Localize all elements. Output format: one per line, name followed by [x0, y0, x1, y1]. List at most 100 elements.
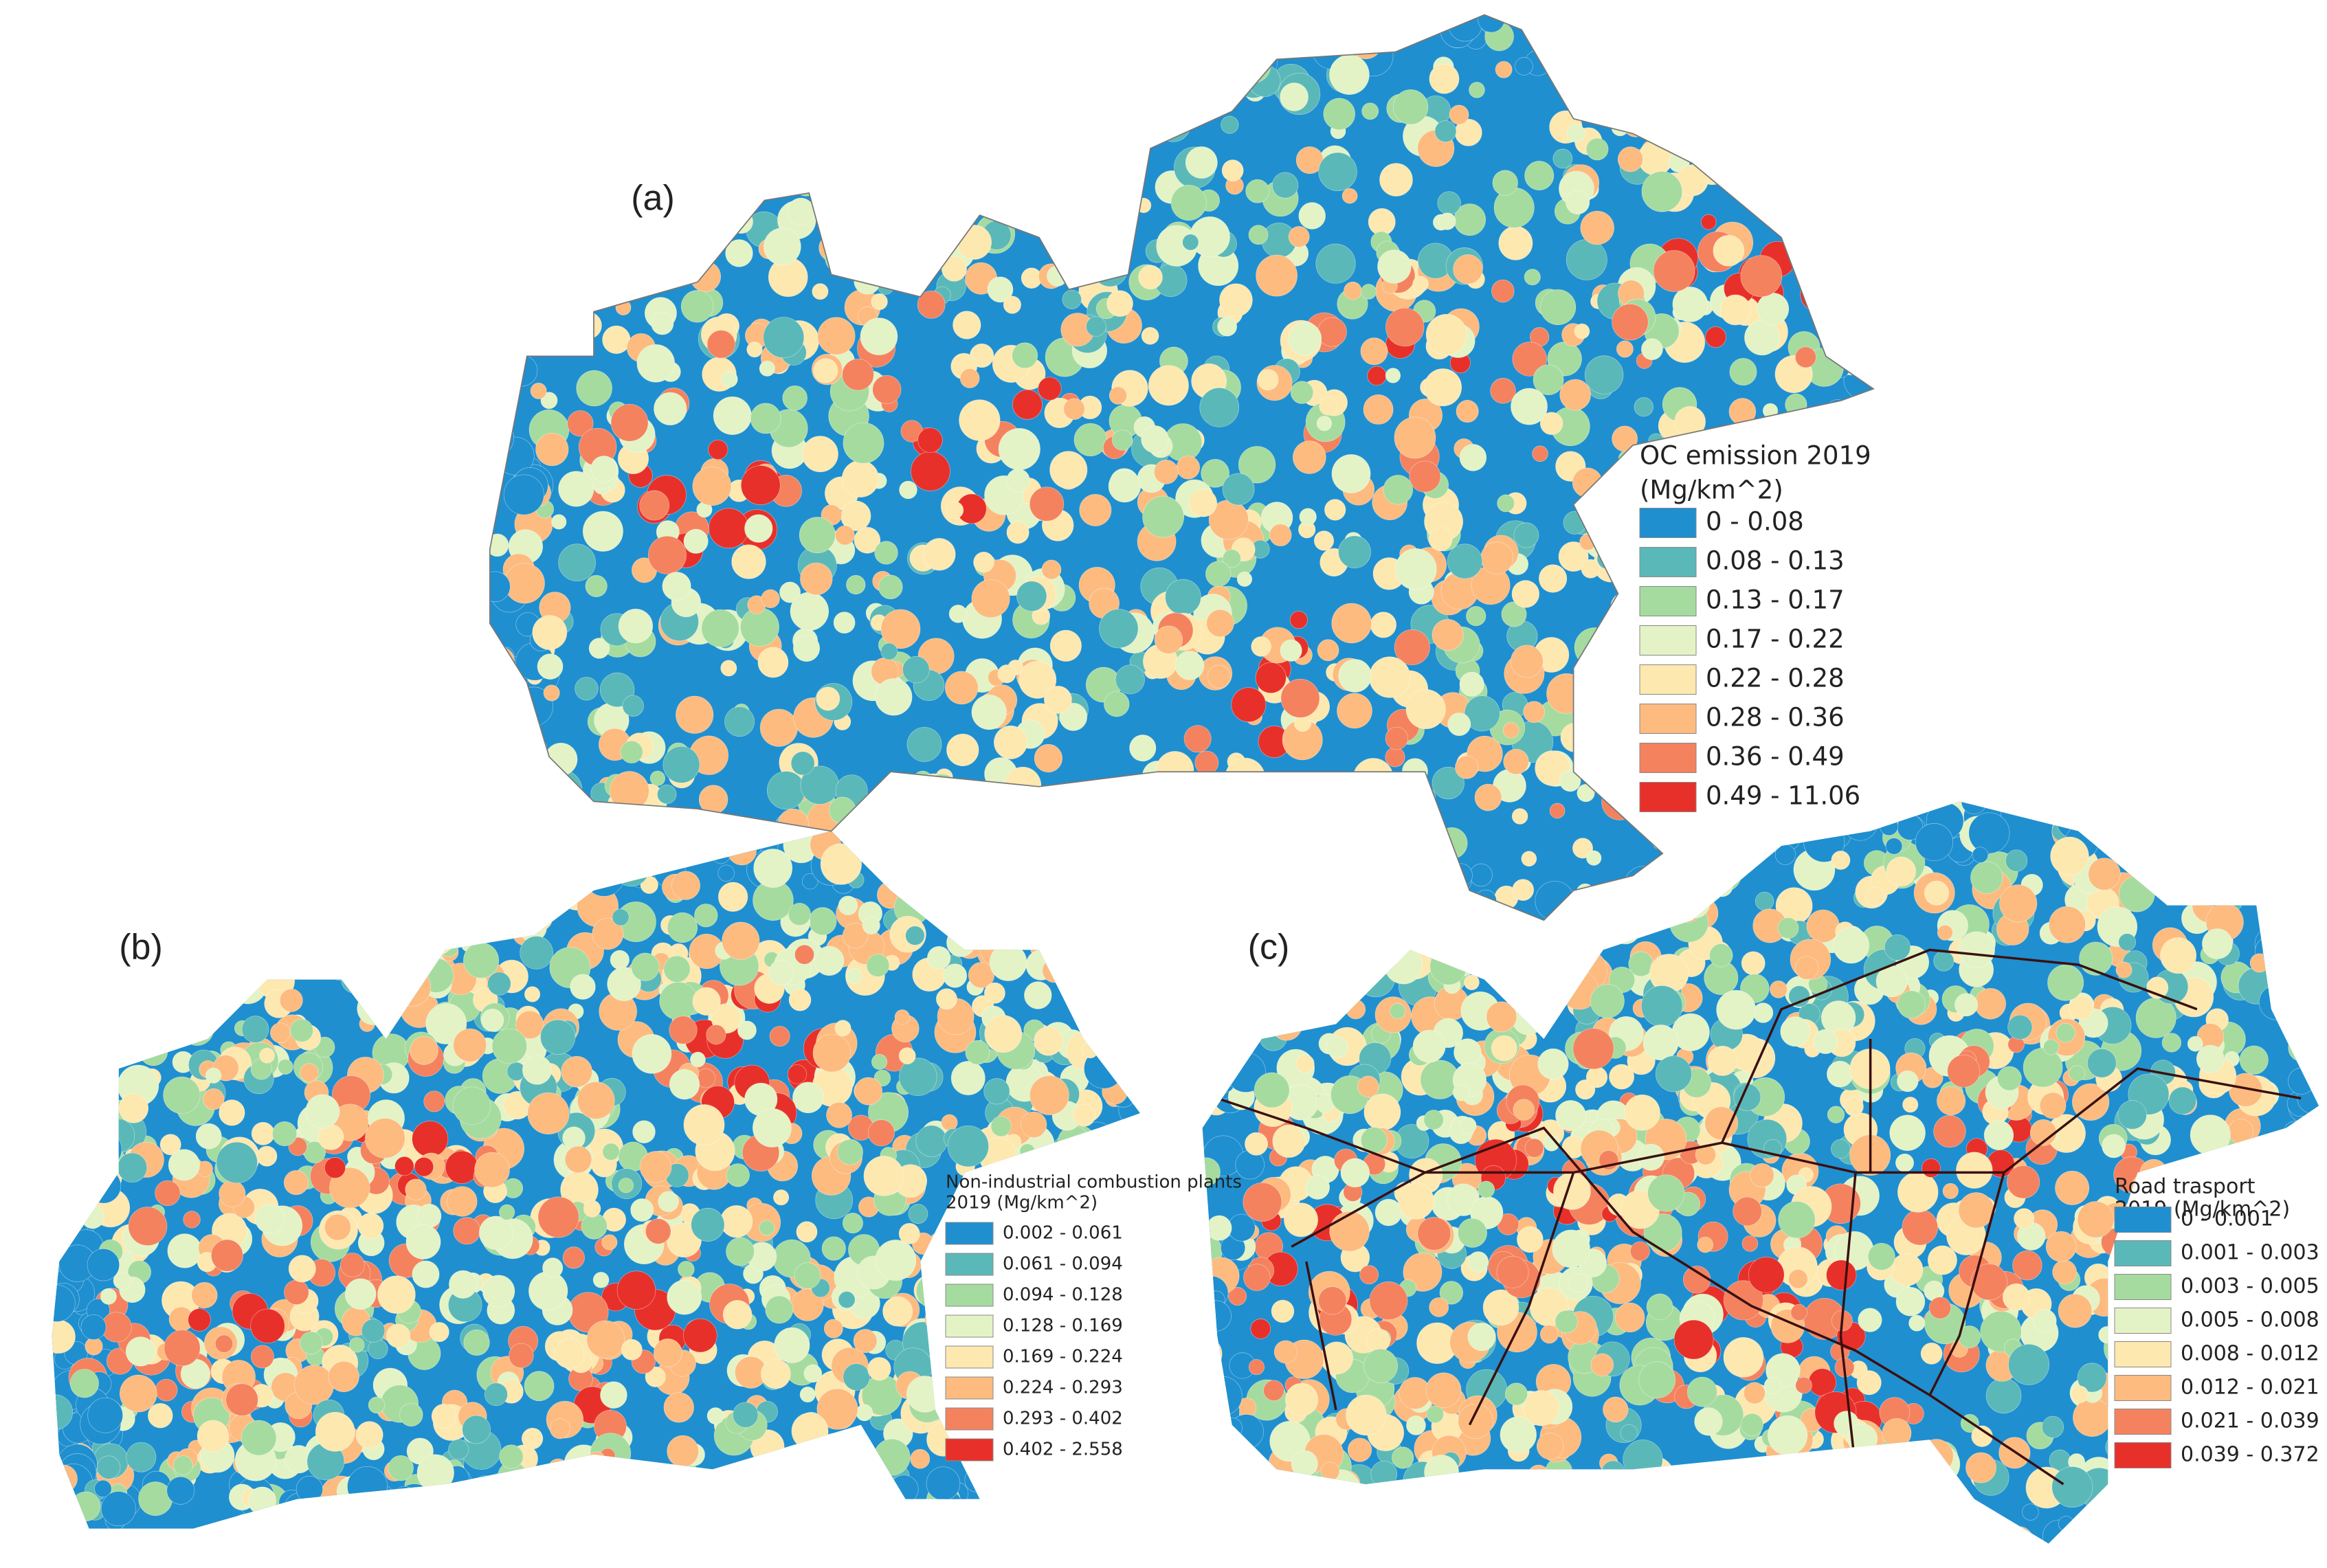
- region-patch: [69, 1128, 97, 1156]
- region-patch: [1970, 861, 2003, 894]
- region-patch: [1500, 1416, 1537, 1453]
- region-patch: [372, 972, 402, 1001]
- region-patch: [417, 915, 457, 954]
- region-patch: [968, 962, 995, 989]
- region-patch: [1653, 250, 1695, 292]
- region-patch: [808, 907, 837, 936]
- region-patch: [2218, 1492, 2257, 1531]
- region-patch: [878, 574, 903, 600]
- region-patch: [195, 1123, 222, 1150]
- region-patch: [256, 903, 274, 921]
- region-patch: [730, 36, 766, 73]
- legend-label: 0.128 - 0.169: [1003, 1316, 1123, 1336]
- region-patch: [489, 418, 514, 458]
- region-patch: [447, 1186, 478, 1217]
- region-patch: [1120, 1233, 1140, 1266]
- region-patch: [377, 1275, 416, 1314]
- region-patch: [1347, 1437, 1372, 1462]
- region-patch: [935, 988, 957, 1010]
- legend-label: 0.28 - 0.36: [1706, 703, 1845, 732]
- region-patch: [82, 1084, 109, 1112]
- region-patch: [1588, 54, 1614, 79]
- region-patch: [257, 845, 288, 876]
- region-patch: [492, 245, 508, 261]
- region-patch: [1285, 1382, 1319, 1416]
- region-patch: [726, 1237, 755, 1266]
- region-patch: [1122, 34, 1142, 54]
- region-patch: [1291, 873, 1333, 915]
- region-patch: [1218, 880, 1258, 919]
- region-patch: [558, 471, 594, 507]
- region-patch: [1339, 917, 1377, 954]
- region-patch: [1727, 53, 1757, 83]
- region-patch: [118, 1025, 150, 1057]
- region-patch: [575, 311, 602, 339]
- legend-label: 0.36 - 0.49: [1706, 742, 1845, 772]
- region-patch: [1810, 289, 1838, 317]
- region-patch: [1548, 1530, 1575, 1544]
- region-patch: [1324, 499, 1346, 521]
- region-patch: [277, 845, 308, 876]
- region-patch: [1078, 846, 1115, 882]
- region-patch: [1340, 951, 1369, 980]
- region-patch: [1726, 825, 1745, 843]
- region-patch: [632, 1033, 672, 1074]
- region-patch: [605, 821, 626, 842]
- region-patch: [52, 984, 73, 1010]
- region-patch: [249, 866, 275, 892]
- region-patch: [946, 928, 976, 957]
- legend-swatch: [945, 1407, 994, 1431]
- region-patch: [1038, 377, 1062, 401]
- region-patch: [910, 246, 942, 278]
- region-patch: [1897, 1070, 1919, 1093]
- region-patch: [715, 76, 748, 109]
- region-patch: [1383, 944, 1401, 962]
- region-patch: [1580, 210, 1614, 245]
- region-patch: [1733, 829, 1763, 859]
- region-patch: [91, 974, 120, 1003]
- legend-swatch: [945, 1345, 994, 1369]
- region-patch: [1610, 914, 1641, 945]
- region-patch: [1486, 1001, 1517, 1033]
- region-patch: [1370, 1460, 1398, 1488]
- region-patch: [944, 153, 978, 187]
- region-patch: [1623, 877, 1648, 903]
- region-patch: [1429, 948, 1467, 985]
- region-patch: [1331, 454, 1371, 493]
- region-patch: [1102, 1029, 1121, 1049]
- region-patch: [1545, 1457, 1572, 1486]
- region-patch: [814, 1497, 850, 1529]
- region-patch: [1346, 1394, 1387, 1436]
- region-patch: [1799, 50, 1825, 76]
- region-patch: [580, 153, 614, 188]
- region-patch: [182, 1007, 215, 1040]
- region-patch: [683, 1318, 717, 1353]
- region-patch: [1265, 831, 1302, 869]
- region-patch: [638, 234, 656, 253]
- region-patch: [1673, 38, 1693, 58]
- region-patch: [52, 1075, 82, 1115]
- region-patch: [274, 941, 294, 962]
- region-patch: [469, 1503, 502, 1529]
- region-patch: [2303, 1132, 2319, 1163]
- region-patch: [971, 694, 1007, 730]
- region-patch: [1025, 903, 1043, 920]
- region-patch: [1728, 845, 1757, 874]
- region-patch: [1933, 950, 1955, 972]
- region-patch: [942, 1503, 979, 1529]
- region-patch: [992, 128, 1025, 161]
- region-patch: [1495, 60, 1513, 78]
- region-patch: [603, 854, 631, 882]
- region-patch: [362, 831, 391, 854]
- region-patch: [484, 1382, 508, 1407]
- region-patch: [1185, 146, 1218, 179]
- region-patch: [763, 227, 801, 266]
- region-patch: [858, 797, 892, 831]
- region-patch: [583, 855, 625, 897]
- region-patch: [829, 1492, 858, 1522]
- region-patch: [1711, 875, 1733, 897]
- region-patch: [1340, 1158, 1370, 1188]
- road-network: [1216, 948, 2302, 1486]
- region-patch: [1820, 514, 1837, 531]
- region-patch: [590, 57, 625, 93]
